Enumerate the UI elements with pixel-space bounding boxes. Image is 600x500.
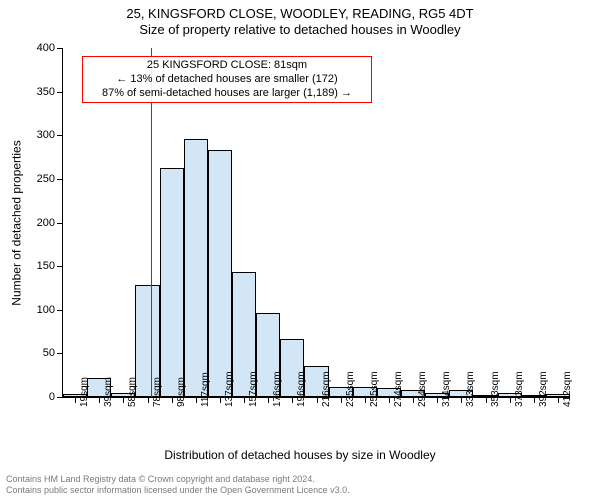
x-axis-label: Distribution of detached houses by size … [0, 448, 600, 462]
x-tick [244, 397, 245, 403]
x-tick [268, 397, 269, 403]
annotation-line-1: 25 KINGSFORD CLOSE: 81sqm [89, 59, 365, 73]
histogram-bar [184, 139, 208, 397]
x-tick [413, 397, 414, 403]
y-tick-label: 200 [37, 217, 63, 229]
x-tick-label: 412sqm [562, 371, 573, 407]
y-tick-label: 0 [49, 391, 63, 403]
annotation-line-2: ← 13% of detached houses are smaller (17… [89, 73, 365, 87]
x-tick [292, 397, 293, 403]
x-tick-label: 196sqm [296, 371, 307, 407]
x-tick-label: 58sqm [127, 377, 138, 407]
x-tick-label: 176sqm [272, 371, 283, 407]
titles: 25, KINGSFORD CLOSE, WOODLEY, READING, R… [0, 0, 600, 37]
y-tick-label: 250 [37, 173, 63, 185]
x-tick-label: 98sqm [176, 377, 187, 407]
x-tick-label: 216sqm [321, 371, 332, 407]
x-tick [510, 397, 511, 403]
x-tick-label: 39sqm [103, 377, 114, 407]
x-tick-label: 117sqm [200, 372, 211, 407]
footer: Contains HM Land Registry data © Crown c… [6, 474, 350, 497]
x-tick [534, 397, 535, 403]
title-sub: Size of property relative to detached ho… [0, 22, 600, 37]
x-tick-label: 333sqm [465, 371, 476, 407]
x-tick-label: 19sqm [79, 377, 90, 407]
y-tick-label: 150 [37, 260, 63, 272]
x-tick [99, 397, 100, 403]
histogram-bar [160, 168, 184, 397]
x-tick [172, 397, 173, 403]
x-tick [558, 397, 559, 403]
x-tick [317, 397, 318, 403]
x-tick-label: 373sqm [514, 371, 525, 407]
x-tick [437, 397, 438, 403]
annotation-line-3: 87% of semi-detached houses are larger (… [89, 87, 365, 101]
title-main: 25, KINGSFORD CLOSE, WOODLEY, READING, R… [0, 6, 600, 21]
y-tick-label: 100 [37, 304, 63, 316]
footer-line-2: Contains public sector information licen… [6, 485, 350, 496]
x-tick [341, 397, 342, 403]
x-tick-label: 235sqm [345, 371, 356, 407]
x-tick-label: 78sqm [152, 377, 163, 407]
y-axis-label: Number of detached properties [10, 48, 24, 398]
y-axis-label-text: Number of detached properties [10, 140, 24, 305]
x-tick-label: 314sqm [441, 371, 452, 407]
histogram-bar [208, 150, 232, 397]
x-tick [486, 397, 487, 403]
x-tick-label: 137sqm [224, 371, 235, 407]
x-tick [123, 397, 124, 403]
annotation-box: 25 KINGSFORD CLOSE: 81sqm ← 13% of detac… [82, 56, 372, 103]
x-tick [365, 397, 366, 403]
x-tick [220, 397, 221, 403]
x-tick-label: 274sqm [393, 371, 404, 407]
y-tick-label: 350 [37, 86, 63, 98]
x-tick-label: 157sqm [248, 371, 259, 407]
x-tick [196, 397, 197, 403]
chart-container: 25, KINGSFORD CLOSE, WOODLEY, READING, R… [0, 0, 600, 500]
y-tick-label: 50 [43, 347, 63, 359]
x-tick-label: 353sqm [490, 371, 501, 407]
x-tick [75, 397, 76, 403]
x-tick-label: 294sqm [417, 371, 428, 407]
x-tick-label: 255sqm [369, 371, 380, 407]
y-tick-label: 400 [37, 42, 63, 54]
x-tick [389, 397, 390, 403]
y-tick-label: 300 [37, 129, 63, 141]
footer-line-1: Contains HM Land Registry data © Crown c… [6, 474, 350, 485]
x-tick-label: 392sqm [538, 371, 549, 407]
x-tick [461, 397, 462, 403]
x-tick [148, 397, 149, 403]
